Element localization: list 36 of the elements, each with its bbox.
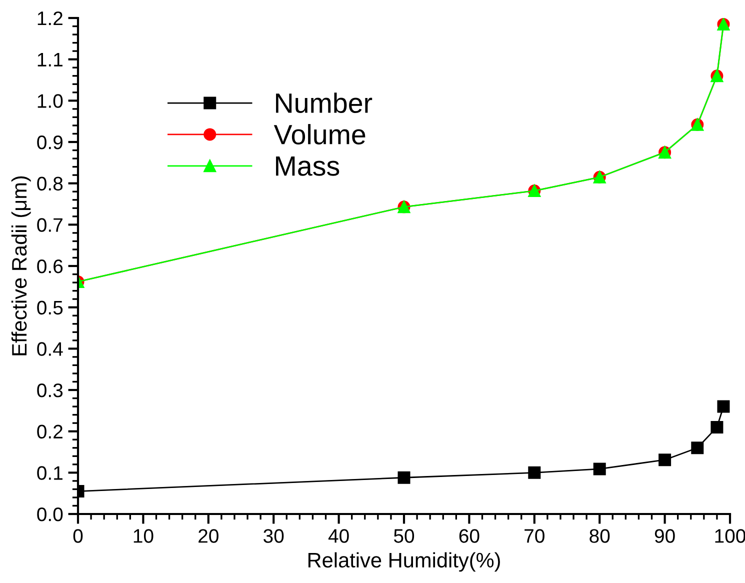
- y-tick-label: 0.8: [37, 176, 63, 191]
- x-tick-label: 0: [73, 529, 83, 543]
- y-tick-label: 1.1: [38, 53, 62, 66]
- legend-label: Volume: [274, 124, 366, 144]
- point: [593, 462, 606, 476]
- x-tick-label: 30: [264, 529, 284, 543]
- point: [717, 400, 730, 413]
- x-tick-label: 40: [328, 529, 349, 543]
- point: [528, 466, 541, 479]
- y-tick-label: 0.6: [37, 259, 63, 274]
- x-tick-label: 90: [654, 529, 675, 543]
- x-tick-label: 20: [198, 529, 218, 543]
- y-tick-label: 0.0: [37, 507, 63, 522]
- y-tick-label: 1.2: [38, 11, 62, 26]
- point: [691, 442, 704, 454]
- y-tick-label: 0.1: [37, 466, 62, 480]
- y-tick-label: 0.5: [37, 300, 63, 315]
- x-tick-label: 50: [394, 529, 414, 543]
- point: [710, 420, 724, 434]
- y-tick-label: 0.9: [37, 135, 62, 150]
- point: [658, 454, 672, 466]
- x-tick-label: 60: [459, 529, 480, 543]
- point: [398, 471, 410, 484]
- x-axis-title: Relative Humidity(%): [308, 552, 500, 572]
- y-tick-label: 0.3: [37, 383, 63, 398]
- y-tick-label: 1.0: [38, 94, 63, 108]
- x-tick-label: 10: [134, 529, 154, 543]
- x-tick-label: 70: [524, 529, 544, 543]
- x-tick-label: 100: [715, 529, 745, 543]
- legend-label: Number: [276, 92, 372, 114]
- y-axis-title: Effective Radii (μm): [11, 176, 31, 356]
- y-tick-label: 0.4: [37, 342, 63, 356]
- legend-label: Mass: [276, 156, 340, 176]
- y-tick-label: 0.7: [37, 218, 62, 232]
- y-tick-label: 0.2: [37, 424, 62, 439]
- x-tick-label: 80: [590, 529, 610, 543]
